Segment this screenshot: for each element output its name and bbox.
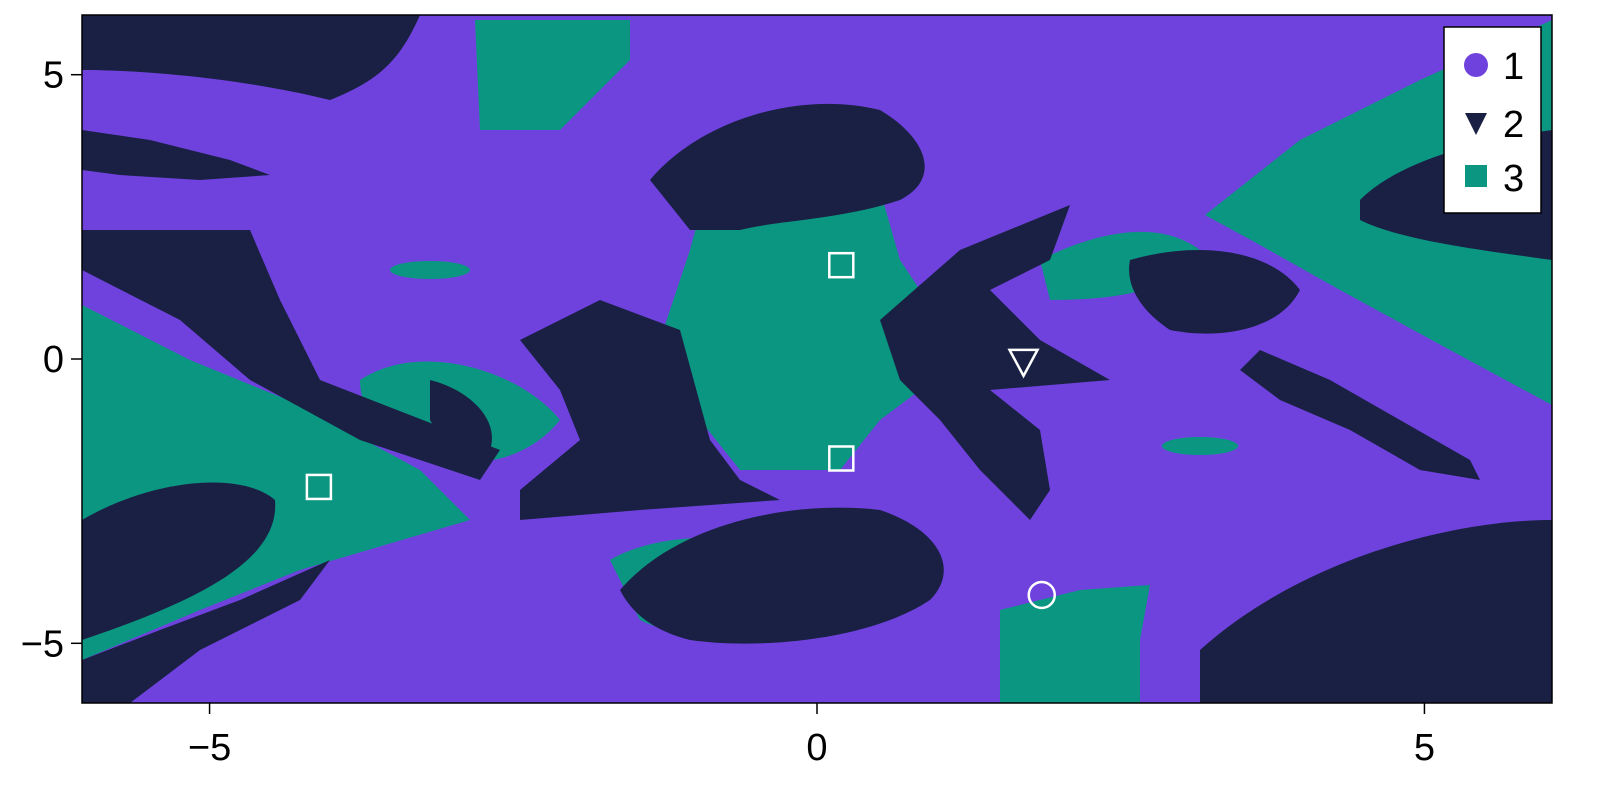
basin-2-region (1240, 350, 1480, 480)
basin-3-region (1000, 585, 1150, 703)
basin-2-region (82, 482, 276, 640)
plot-area (82, 15, 1552, 703)
legend-box (1443, 26, 1542, 214)
legend-label-3: 3 (1503, 158, 1524, 200)
attractor-circle-marker (1027, 580, 1057, 610)
legend-label-1: 1 (1503, 46, 1524, 88)
basin-2-region (82, 15, 420, 100)
attractor-triangle-marker (1007, 348, 1040, 379)
y-axis: 5 0 −5 (21, 55, 82, 665)
attractor-square-marker (828, 445, 855, 472)
basin-3-region (475, 20, 630, 130)
basin-2-region (82, 230, 500, 480)
legend-3-icon (1465, 165, 1487, 187)
basin-2-region (1200, 520, 1552, 703)
attractor-square-marker (305, 473, 333, 501)
legend-label-2: 2 (1503, 104, 1524, 146)
basin-2-region (82, 130, 270, 180)
y-tick-label: 0 (43, 339, 64, 381)
basin-3-region (660, 160, 940, 471)
x-axis: −5 0 5 (188, 703, 1435, 769)
legend-1-icon (1464, 53, 1488, 77)
basin-2-region (82, 560, 330, 703)
basin-2-region (650, 103, 925, 230)
y-tick-label: 5 (43, 55, 64, 97)
basin-2-region (880, 205, 1110, 520)
legend-2-icon (1465, 113, 1487, 135)
basin-2-region (430, 380, 492, 453)
basin-3-region (390, 261, 470, 279)
attractor-square-marker (828, 251, 855, 279)
attractor-markers (305, 251, 1057, 610)
x-tick-label: 0 (806, 727, 827, 769)
basin-2-region (520, 300, 780, 520)
basin-3-region (1162, 437, 1238, 455)
basin-2-region (1129, 250, 1300, 334)
y-tick-label: −5 (21, 623, 64, 665)
x-tick-label: 5 (1414, 727, 1435, 769)
legend: 1 2 3 (1443, 26, 1542, 214)
basin-2-region (620, 507, 944, 644)
x-tick-label: −5 (188, 727, 231, 769)
